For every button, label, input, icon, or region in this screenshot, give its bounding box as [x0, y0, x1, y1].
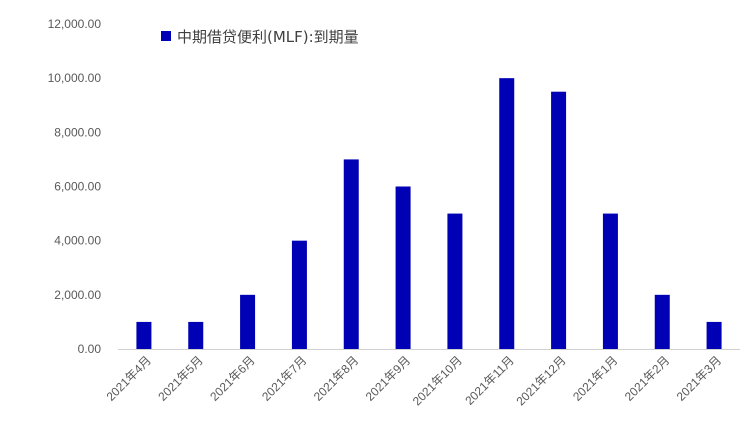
x-tick-label: 2021年9月 [363, 353, 413, 403]
bar [240, 294, 256, 349]
bar [291, 240, 307, 349]
x-tick-label: 2021年3月 [674, 353, 724, 403]
bar [706, 321, 722, 349]
bar [188, 321, 204, 349]
x-tick-label: 2021年7月 [259, 353, 309, 403]
bar [499, 78, 515, 350]
x-tick-label: 2021年12月 [514, 353, 569, 408]
x-tick-label: 2021年2月 [622, 353, 672, 403]
bar [343, 159, 359, 349]
x-tick-label: 2021年8月 [311, 353, 361, 403]
y-tick-label: 12,000.00 [48, 17, 102, 31]
bar [447, 213, 463, 349]
bar [551, 91, 567, 349]
x-tick-label: 2021年10月 [410, 353, 465, 408]
legend-label: 中期借贷便利(MLF):到期量 [177, 28, 359, 46]
x-tick-label: 2021年6月 [207, 353, 257, 403]
y-tick-label: 0.00 [78, 342, 102, 356]
x-tick-label: 2021年1月 [570, 353, 620, 403]
y-tick-label: 2,000.00 [54, 288, 101, 302]
y-tick-label: 6,000.00 [54, 180, 101, 194]
y-tick-label: 4,000.00 [54, 234, 101, 248]
bar [395, 186, 411, 349]
x-tick-label: 2021年4月 [104, 353, 154, 403]
bar [654, 294, 670, 349]
y-axis: 0.00 2,000.00 4,000.00 6,000.00 8,000.00 10,0… [48, 17, 102, 356]
legend: 中期借贷便利(MLF):到期量 [161, 28, 359, 46]
legend-swatch [161, 31, 171, 41]
x-tick-label: 2021年5月 [155, 353, 205, 403]
y-tick-label: 10,000.00 [48, 71, 102, 85]
y-tick-label: 8,000.00 [54, 125, 101, 139]
x-tick-label: 2021年11月 [462, 353, 517, 408]
bar [136, 321, 152, 349]
x-axis: 2021年4月 2021年5月 2021年6月 2021年7月 2021年8月 2021年… [104, 353, 725, 408]
bar-series [136, 78, 722, 350]
bar [602, 213, 618, 349]
